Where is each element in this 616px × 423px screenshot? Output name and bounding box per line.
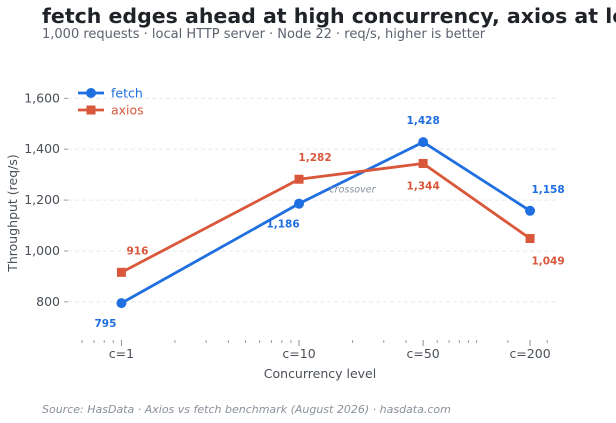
fetch-point bbox=[418, 137, 429, 148]
fetch-data-label: 1,186 bbox=[266, 219, 299, 231]
axios-point bbox=[418, 158, 428, 168]
fetch-point bbox=[525, 205, 536, 216]
fetch-legend-label: fetch bbox=[111, 86, 143, 101]
axios-point bbox=[294, 174, 304, 184]
x-tick-label: c=10 bbox=[282, 346, 315, 361]
fetch-data-label: 1,428 bbox=[407, 115, 440, 127]
source-footer: Source: HasData · Axios vs fetch benchma… bbox=[42, 403, 451, 416]
fetch-data-label: 795 bbox=[94, 318, 116, 330]
crossover-annotation: crossover bbox=[329, 184, 376, 195]
series-layer bbox=[116, 137, 536, 309]
axios-line bbox=[120, 162, 531, 274]
data-labels: 795 916 1,186 1,282 1,428 1,344 1,158 1,049 cros… bbox=[94, 115, 564, 330]
y-axis-label: Throughput (req/s) bbox=[5, 154, 20, 273]
fetch-point bbox=[116, 298, 127, 309]
x-tick-label: c=50 bbox=[407, 346, 440, 361]
y-tick-label: 1,600 bbox=[24, 90, 60, 105]
axios-data-label: 1,344 bbox=[407, 180, 440, 192]
fetch-line bbox=[120, 140, 531, 305]
axes: 800 1,000 1,200 1,400 1,600 c=1 c=10 c=50 c=200 C… bbox=[5, 90, 551, 381]
axios-point bbox=[116, 267, 126, 277]
fetch-point bbox=[294, 198, 305, 209]
y-tick-label: 1,400 bbox=[24, 141, 60, 156]
chart-subtitle: 1,000 requests · local HTTP server · Nod… bbox=[42, 27, 486, 42]
axios-data-label: 1,049 bbox=[531, 256, 564, 268]
axios-data-label: 916 bbox=[126, 245, 148, 257]
axios-data-label: 1,282 bbox=[298, 152, 331, 164]
y-tick-label: 1,200 bbox=[24, 192, 60, 207]
axios-legend-marker bbox=[86, 105, 96, 115]
axios-legend-label: axios bbox=[111, 103, 144, 118]
x-tick-label: c=200 bbox=[509, 346, 550, 361]
y-tick-label: 800 bbox=[36, 294, 60, 309]
x-axis-label: Concurrency level bbox=[264, 366, 376, 381]
y-tick-label: 1,000 bbox=[24, 243, 60, 258]
axios-point bbox=[525, 234, 535, 244]
grid-lines bbox=[68, 97, 556, 303]
x-tick-label: c=1 bbox=[109, 346, 134, 361]
legend: fetch axios bbox=[78, 86, 144, 118]
fetch-data-label: 1,158 bbox=[531, 184, 564, 196]
chart-title: fetch edges ahead at high concurrency, a… bbox=[42, 4, 616, 28]
fetch-legend-marker bbox=[86, 88, 96, 98]
